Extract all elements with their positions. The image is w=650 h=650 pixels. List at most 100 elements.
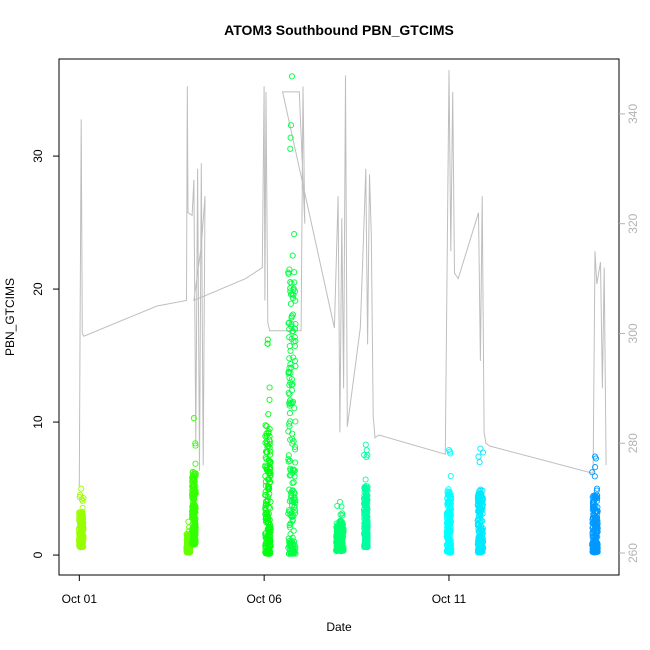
- data-point: [265, 535, 272, 542]
- data-point: [447, 473, 454, 480]
- data-point: [477, 487, 484, 494]
- data-point: [285, 270, 292, 277]
- data-point: [362, 441, 369, 448]
- data-point: [291, 342, 298, 350]
- data-point: [265, 526, 272, 533]
- data-point: [476, 509, 483, 517]
- point-cluster: [75, 485, 87, 551]
- data-point: [191, 540, 198, 547]
- points-layer: [75, 73, 601, 557]
- data-point: [289, 498, 296, 505]
- x-tick-label: Oct 11: [432, 592, 467, 606]
- data-point: [593, 527, 600, 534]
- data-point: [266, 396, 273, 403]
- data-point: [76, 509, 83, 517]
- y-axis: 0 10 20 30: [31, 149, 59, 558]
- data-point: [264, 340, 271, 347]
- data-point: [192, 472, 199, 479]
- data-point: [262, 422, 269, 429]
- data-point: [445, 501, 452, 508]
- data-point: [362, 542, 369, 549]
- data-point: [265, 483, 272, 490]
- data-point: [263, 449, 270, 456]
- data-point: [285, 456, 292, 463]
- data-point: [291, 231, 298, 238]
- y-tick-label: 10: [31, 415, 45, 429]
- data-point: [291, 405, 298, 412]
- data-point: [79, 529, 86, 536]
- data-point: [286, 381, 293, 389]
- data-point: [289, 430, 296, 437]
- data-point: [290, 466, 297, 473]
- data-point: [339, 510, 346, 517]
- data-point: [291, 279, 298, 286]
- data-point: [286, 342, 293, 350]
- data-point: [594, 523, 601, 530]
- point-cluster: [360, 441, 371, 551]
- data-point: [289, 513, 296, 521]
- data-point: [292, 363, 299, 370]
- data-point: [291, 548, 298, 555]
- y-tick-label: 0: [31, 551, 45, 558]
- data-point: [476, 501, 483, 509]
- data-point: [192, 442, 199, 449]
- data-point: [266, 490, 273, 497]
- y2-tick-label: 300: [626, 323, 640, 343]
- point-cluster: [285, 73, 299, 557]
- data-point: [287, 134, 294, 141]
- data-point: [78, 543, 85, 550]
- data-point: [267, 541, 274, 548]
- point-cluster: [333, 498, 347, 555]
- data-point: [185, 518, 192, 525]
- data-point: [447, 521, 454, 528]
- y2-tick-label: 340: [626, 104, 640, 124]
- data-point: [475, 533, 482, 540]
- data-point: [337, 543, 344, 550]
- data-point: [287, 285, 294, 292]
- data-point: [289, 291, 296, 298]
- x-axis-label: Date: [326, 620, 352, 634]
- data-point: [290, 513, 297, 520]
- data-point: [77, 539, 84, 547]
- data-point: [335, 534, 342, 541]
- data-point: [266, 464, 273, 471]
- data-point: [287, 145, 294, 152]
- data-point: [290, 354, 297, 361]
- data-point: [333, 524, 340, 531]
- data-point: [266, 550, 273, 557]
- secondary-line-layer: [78, 69, 607, 488]
- y2-tick-label: 320: [626, 213, 640, 233]
- data-point: [594, 492, 601, 499]
- data-point: [290, 479, 297, 486]
- data-point: [192, 460, 199, 467]
- x-tick-label: Oct 06: [246, 592, 282, 606]
- data-point: [593, 485, 601, 492]
- point-cluster: [589, 453, 601, 556]
- data-point: [266, 384, 273, 391]
- data-point: [479, 494, 486, 501]
- data-point: [363, 447, 370, 454]
- data-point: [448, 542, 455, 549]
- data-point: [292, 418, 299, 425]
- data-point: [266, 457, 273, 464]
- data-point: [192, 540, 199, 547]
- data-point: [285, 369, 293, 376]
- data-point: [265, 476, 273, 483]
- data-point: [288, 313, 295, 320]
- data-point: [79, 517, 86, 524]
- data-point: [286, 400, 293, 407]
- data-point: [262, 530, 269, 537]
- data-point: [445, 508, 452, 515]
- data-point: [287, 122, 295, 129]
- data-point: [361, 496, 368, 503]
- data-point: [286, 410, 293, 417]
- data-point: [266, 516, 273, 523]
- data-point: [591, 542, 599, 549]
- data-point: [287, 361, 294, 368]
- data-point: [474, 522, 482, 529]
- data-point: [265, 520, 272, 527]
- data-point: [190, 494, 197, 501]
- data-point: [287, 465, 294, 472]
- data-point: [591, 453, 599, 460]
- data-point: [592, 549, 599, 556]
